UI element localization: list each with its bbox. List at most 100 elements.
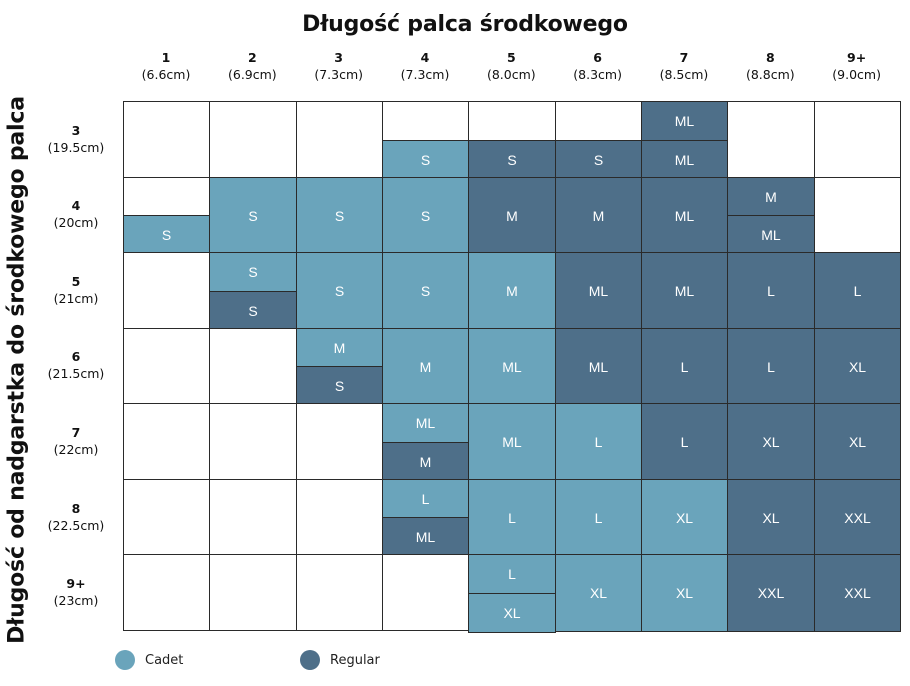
size-label: M [727, 177, 815, 216]
size-label: ML [468, 403, 556, 481]
size-label: XL [641, 479, 728, 556]
row-header-length: (21.5cm) [47, 366, 105, 382]
size-label: M [382, 328, 469, 405]
column-header-number: 4 [420, 50, 430, 65]
size-grid: S S S ML ML S S S S M M ML M ML S S S S M ML ML L L M S M ML ML L L XL… [123, 101, 901, 633]
column-header-length: (8.8cm) [745, 67, 795, 82]
column-header: 6 (8.3cm) [555, 49, 641, 83]
size-label: ML [468, 328, 556, 405]
row-header-length: (22.5cm) [47, 517, 105, 533]
legend-item-cadet: Cadet [115, 650, 183, 670]
size-label: XL [727, 403, 815, 481]
grid-cell [209, 403, 297, 480]
size-label: S [296, 366, 383, 405]
legend-item-regular: Regular [300, 650, 380, 670]
column-header-length: (8.5cm) [659, 67, 709, 82]
row-header: 4 (20cm) [38, 197, 114, 231]
grid-cell [727, 101, 815, 178]
row-header-number: 4 [71, 198, 81, 214]
size-label: XL [814, 328, 901, 405]
grid-cell [296, 403, 383, 480]
grid-cell [123, 101, 210, 178]
column-header: 5 (8.0cm) [468, 49, 554, 83]
grid-cell [123, 403, 210, 480]
column-header-length: (8.0cm) [486, 67, 536, 82]
size-label: S [296, 177, 383, 254]
size-label: XL [555, 554, 642, 632]
size-label: ML [641, 140, 728, 180]
row-header-number: 6 [71, 349, 81, 365]
size-label: L [382, 479, 469, 518]
size-label: ML [641, 177, 728, 254]
column-header-length: (7.3cm) [400, 67, 450, 82]
column-header-length: (6.6cm) [141, 67, 191, 82]
grid-cell [296, 554, 383, 631]
row-header: 6 (21.5cm) [38, 348, 114, 382]
size-label: S [382, 177, 469, 254]
size-label: S [123, 215, 210, 254]
size-label: XL [468, 593, 556, 633]
size-label: M [296, 328, 383, 367]
column-header: 2 (6.9cm) [209, 49, 295, 83]
size-label: ML [382, 517, 469, 556]
row-header-number: 9+ [66, 576, 86, 592]
column-header: 7 (8.5cm) [641, 49, 727, 83]
size-label: ML [641, 252, 728, 330]
size-label: XXL [727, 554, 815, 632]
size-label: M [468, 252, 556, 330]
row-header-length: (21cm) [53, 290, 99, 306]
size-label: XXL [814, 554, 901, 632]
column-header-length: (9.0cm) [832, 67, 881, 82]
legend-label-regular: Regular [330, 652, 380, 668]
size-label: L [727, 252, 815, 330]
size-label: S [209, 177, 297, 254]
column-header: 8 (8.8cm) [727, 49, 813, 83]
column-header-number: 1 [161, 50, 171, 65]
size-label: L [468, 479, 556, 556]
grid-cell [123, 252, 210, 329]
grid-cell [209, 101, 297, 178]
column-header-number: 5 [506, 50, 516, 65]
size-label: ML [555, 252, 642, 330]
column-header: 1 (6.6cm) [123, 49, 209, 83]
grid-cell [209, 328, 297, 404]
row-header-length: (19.5cm) [47, 139, 105, 155]
size-label: L [555, 403, 642, 481]
column-header-length: (6.9cm) [227, 67, 277, 82]
row-header-number: 7 [71, 425, 81, 441]
size-label: L [641, 328, 728, 405]
row-header: 9+ (23cm) [38, 575, 114, 609]
row-header: 7 (22cm) [38, 424, 114, 458]
row-header-number: 3 [71, 122, 81, 138]
size-label: S [296, 252, 383, 330]
size-label: XL [814, 403, 901, 481]
size-label: L [814, 252, 901, 330]
size-label: ML [382, 403, 469, 443]
size-label: XL [641, 554, 728, 632]
grid-cell [123, 328, 210, 404]
y-axis-label: Długość od nadgarstka do środkowego palc… [4, 96, 30, 644]
size-label: ML [641, 101, 728, 141]
grid-cell [814, 177, 901, 253]
row-header-number: 5 [71, 273, 81, 289]
legend-label-cadet: Cadet [145, 652, 184, 668]
column-header-number: 9+ [847, 50, 867, 65]
column-header-number: 2 [247, 50, 257, 65]
grid-cell [296, 479, 383, 555]
chart-title: Długość palca środkowego [302, 12, 628, 37]
column-header: 9+ (9.0cm) [814, 49, 900, 83]
size-label: L [641, 403, 728, 481]
size-label: L [555, 479, 642, 556]
column-header-number: 6 [593, 50, 602, 65]
size-label: S [555, 140, 642, 180]
row-header-length: (23cm) [53, 593, 99, 609]
size-label: M [555, 177, 642, 254]
size-label: L [727, 328, 815, 405]
size-label: XXL [814, 479, 901, 556]
size-label: XL [727, 479, 815, 556]
row-header-length: (22cm) [53, 442, 99, 458]
size-label: S [382, 140, 469, 180]
size-label: L [468, 554, 556, 594]
grid-cell [209, 479, 297, 555]
column-header-number: 7 [679, 50, 689, 65]
